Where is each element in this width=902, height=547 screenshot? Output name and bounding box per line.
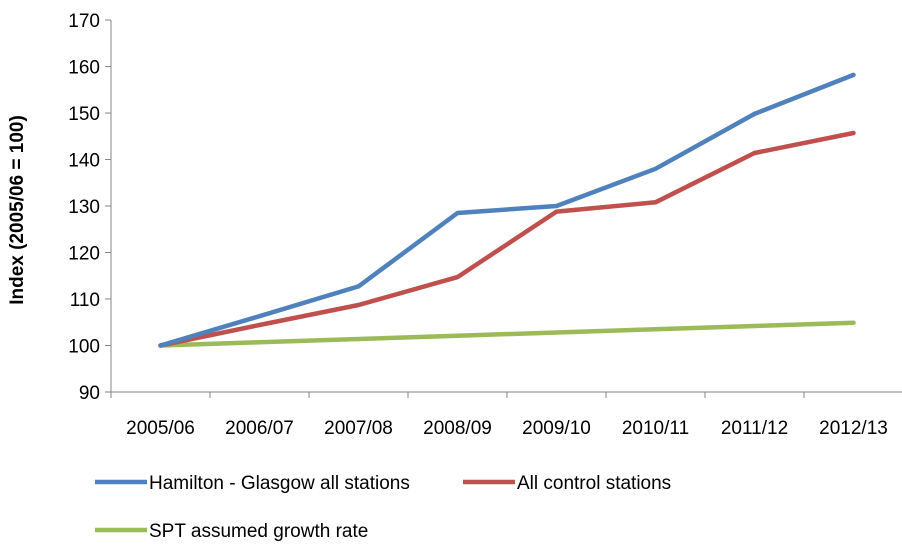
series-line-2 — [158, 320, 856, 348]
y-tick-label: 130 — [68, 197, 100, 218]
x-tick-label: 2011/12 — [721, 418, 788, 439]
x-tick-label: 2007/08 — [324, 418, 393, 439]
y-tick-label: 110 — [70, 290, 100, 311]
y-tick-label: 120 — [68, 244, 100, 265]
y-tick-label: 170 — [68, 11, 100, 32]
y-axis: 90 100 110 120 130 140 150 160 170 — [68, 11, 112, 404]
x-axis: 2005/06 2006/07 2007/08 2008/09 2009/10 2010/… — [110, 391, 902, 439]
y-tick-label: 150 — [68, 104, 100, 125]
legend-label: SPT assumed growth rate — [149, 521, 368, 542]
legend: Hamilton - Glasgow all stations All contr… — [95, 473, 671, 542]
x-tick-label: 2008/09 — [423, 418, 492, 439]
series-line-1 — [158, 130, 856, 348]
legend-label: Hamilton - Glasgow all stations — [149, 473, 410, 494]
x-tick-label: 2005/06 — [126, 418, 195, 439]
x-tick-label: 2006/07 — [225, 418, 294, 439]
plot-series — [158, 72, 856, 348]
legend-item-2: SPT assumed growth rate — [95, 521, 368, 542]
x-tick-label: 2010/11 — [622, 418, 689, 439]
y-tick-label: 100 — [68, 337, 100, 358]
series-line-0 — [158, 72, 856, 348]
x-tick-label: 2012/13 — [819, 418, 888, 439]
x-tick-label: 2009/10 — [522, 418, 591, 439]
y-tick-label: 160 — [68, 58, 100, 79]
y-tick-label: 90 — [79, 383, 100, 404]
legend-item-0: Hamilton - Glasgow all stations — [95, 473, 410, 494]
y-axis-title: Index (2005/06 = 100) — [7, 115, 28, 305]
legend-item-1: All control stations — [463, 473, 671, 494]
legend-label: All control stations — [517, 473, 671, 494]
y-tick-label: 140 — [68, 151, 100, 172]
